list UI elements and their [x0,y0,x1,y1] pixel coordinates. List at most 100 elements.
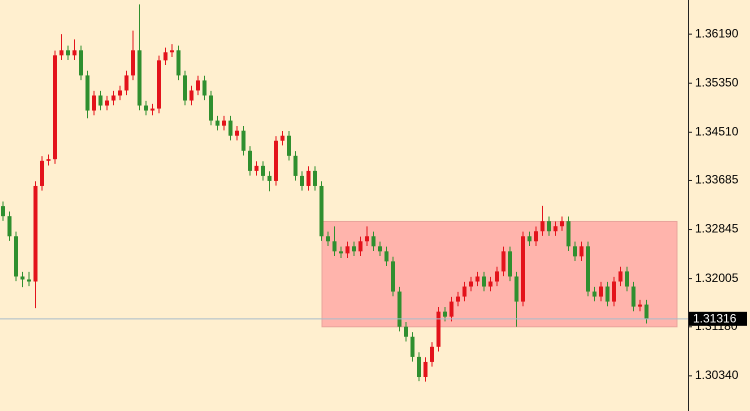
zone [321,220,678,328]
candle-body [27,279,31,282]
candle-body [46,159,51,161]
candle-body [33,185,38,282]
candle-body [209,95,213,121]
candle-body [1,206,5,217]
candle-body [98,95,103,106]
candle-body [365,236,369,242]
candle-body [79,50,83,76]
candle-body [430,346,434,362]
candle-body [625,271,629,287]
candle-body [241,130,246,151]
candle-body [579,246,584,257]
candle-body [352,246,356,252]
candle-body [274,140,278,181]
candle-body [436,311,441,347]
candle-body [358,241,363,252]
candle-body [501,251,506,272]
candle-body [462,286,467,297]
candle-body [456,296,460,302]
y-tick-label: 1.33685 [695,173,739,187]
y-tick-label: 1.32845 [695,222,739,236]
candle-body [397,291,402,327]
candle-body [566,221,571,247]
candle-body [326,236,330,242]
candle-body [638,304,642,307]
candle-body [495,271,499,282]
candle-body [92,95,96,111]
candle-body [534,231,538,242]
candle-body [508,251,512,277]
candle-body [482,276,486,287]
candle-body [605,286,610,302]
candle-body [85,75,90,111]
last-price-box [689,311,747,326]
candle-body [553,226,558,232]
candle-body [378,246,382,252]
y-tick-label: 1.34510 [695,124,739,138]
candle-body [176,50,181,76]
candle-body [157,60,161,109]
candle-body [118,90,122,96]
candle-body [313,170,317,186]
candle-body [306,170,311,186]
candle-body [189,90,194,101]
y-tick-label: 1.32005 [695,271,739,285]
candle-body [150,108,155,111]
candle-body [144,105,148,111]
candle-body [40,160,44,186]
candle-body [66,50,70,56]
candle-body [300,175,304,186]
candle-body [469,281,473,287]
candle-body [644,304,649,319]
candle-body [391,261,395,292]
candle-body [488,281,493,287]
candle-body [202,80,207,96]
candle-body [7,216,12,237]
y-tick-label: 1.35350 [695,75,739,89]
candle-body [170,50,174,53]
candle-body [404,326,408,337]
candle-body [332,241,337,252]
candle-body [417,356,421,378]
candle-body [339,251,343,254]
candle-body [423,361,428,378]
candle-body [254,165,259,171]
candle-body [235,130,239,136]
candle-body [293,155,298,176]
candle-body [287,135,291,156]
candle-body [196,80,200,91]
candle-body [124,75,129,91]
candle-body [222,120,226,126]
candle-body [215,120,220,126]
candle-body [514,276,519,302]
candle-body [384,251,389,262]
candle-body [163,52,168,61]
candle-body [371,236,376,247]
candle-body [521,236,525,302]
candle-body [618,271,623,282]
candle-body [592,291,597,297]
candle-body [599,286,603,297]
candle-body [59,50,64,56]
last-price-label: 1.31316 [693,312,737,326]
candle-body [443,311,447,317]
candle-body [586,246,590,292]
candle-body [183,75,187,101]
candle-body [631,286,636,307]
candle-body [410,336,415,357]
candle-body [527,236,532,242]
candle-body [267,175,272,181]
candle-body [111,95,116,101]
candle-body [345,246,350,254]
candle-body [105,100,109,106]
candle-body [137,50,142,106]
candle-body [547,221,551,232]
candle-body [228,120,233,136]
candle-body [280,135,285,141]
candle-body [131,50,135,76]
candle-body [14,236,18,277]
candle-body [612,281,616,302]
candle-body [319,185,324,237]
